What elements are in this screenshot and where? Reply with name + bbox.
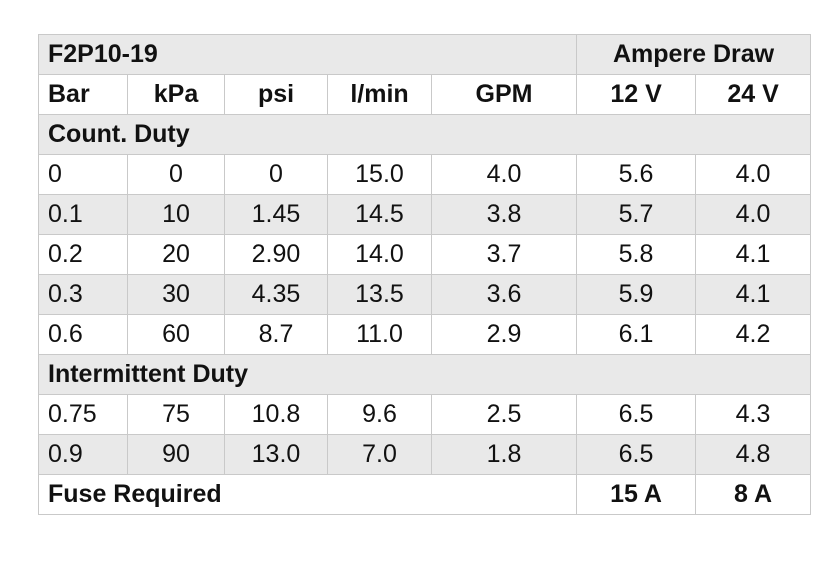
section-header-row: Intermittent Duty — [37, 354, 812, 395]
table-cell: 0 — [127, 154, 225, 195]
table-row: 0.1 10 1.45 14.5 3.8 5.7 4.0 — [38, 194, 812, 235]
table-cell: 90 — [127, 434, 225, 475]
table-cell: 10 — [127, 194, 225, 235]
table-cell: 0 — [38, 154, 128, 195]
table-cell: 4.35 — [224, 274, 328, 315]
fuse-required-label: Fuse Required — [37, 474, 578, 515]
table-cell: 14.0 — [327, 234, 432, 275]
table-cell: 1.8 — [430, 434, 578, 475]
table-cell: 0.9 — [38, 434, 128, 475]
section-label-intermittent-duty: Intermittent Duty — [37, 354, 812, 395]
table-cell: 4.1 — [695, 234, 812, 275]
table-row: 0.2 20 2.90 14.0 3.7 5.8 4.1 — [38, 234, 812, 275]
table-cell: 2.5 — [430, 394, 578, 435]
model-title: F2P10-19 — [37, 34, 578, 75]
table-cell: 0.6 — [38, 314, 128, 355]
table-cell: 3.7 — [430, 234, 578, 275]
table-cell: 2.9 — [430, 314, 578, 355]
table-row: 0.6 60 8.7 11.0 2.9 6.1 4.2 — [38, 314, 812, 355]
table-cell: 11.0 — [327, 314, 432, 355]
col-header-24v: 24 V — [695, 74, 812, 115]
table-cell: 10.8 — [224, 394, 328, 435]
table-cell: 4.2 — [695, 314, 812, 355]
section-label-count-duty: Count. Duty — [37, 114, 812, 155]
table-cell: 4.0 — [430, 154, 578, 195]
table-cell: 4.0 — [695, 154, 812, 195]
table-cell: 6.5 — [576, 394, 697, 435]
table-cell: 13.0 — [224, 434, 328, 475]
table-cell: 6.5 — [576, 434, 697, 475]
col-header-gpm: GPM — [430, 74, 578, 115]
ampere-draw-header: Ampere Draw — [576, 34, 812, 75]
section-header-row: Count. Duty — [37, 114, 812, 155]
table-cell: 4.3 — [695, 394, 812, 435]
col-header-kpa: kPa — [127, 74, 225, 115]
table-cell: 5.9 — [576, 274, 697, 315]
col-header-psi: psi — [224, 74, 328, 115]
table-cell: 7.0 — [327, 434, 432, 475]
table-cell: 3.6 — [430, 274, 578, 315]
table-cell: 0.1 — [38, 194, 128, 235]
table-row: 0.3 30 4.35 13.5 3.6 5.9 4.1 — [38, 274, 812, 315]
col-header-lmin: l/min — [327, 74, 432, 115]
table-row: 0.9 90 13.0 7.0 1.8 6.5 4.8 — [38, 434, 812, 475]
table-cell: 75 — [127, 394, 225, 435]
table-cell: 6.1 — [576, 314, 697, 355]
table-cell: 5.8 — [576, 234, 697, 275]
table-cell: 14.5 — [327, 194, 432, 235]
table-cell: 20 — [127, 234, 225, 275]
table-header-row: Bar kPa psi l/min GPM 12 V 24 V — [38, 74, 812, 115]
col-header-bar: Bar — [38, 74, 128, 115]
table-cell: 1.45 — [224, 194, 328, 235]
fuse-12v-value: 15 A — [576, 474, 697, 515]
table-row: 0.75 75 10.8 9.6 2.5 6.5 4.3 — [38, 394, 812, 435]
table-cell: 0.3 — [38, 274, 128, 315]
table-cell: 5.6 — [576, 154, 697, 195]
table-cell: 5.7 — [576, 194, 697, 235]
table-cell: 0.75 — [38, 394, 128, 435]
table-row: F2P10-19 Ampere Draw — [37, 34, 812, 75]
table-cell: 9.6 — [327, 394, 432, 435]
table-cell: 3.8 — [430, 194, 578, 235]
table-cell: 4.0 — [695, 194, 812, 235]
pump-spec-table: F2P10-19 Ampere Draw Bar kPa psi l/min G… — [37, 34, 812, 515]
table-cell: 0 — [224, 154, 328, 195]
col-header-12v: 12 V — [576, 74, 697, 115]
table-cell: 4.8 — [695, 434, 812, 475]
footer-row: Fuse Required 15 A 8 A — [37, 474, 812, 515]
table-cell: 30 — [127, 274, 225, 315]
table-cell: 0.2 — [38, 234, 128, 275]
table-cell: 4.1 — [695, 274, 812, 315]
table-cell: 60 — [127, 314, 225, 355]
table-row: 0 0 0 15.0 4.0 5.6 4.0 — [38, 154, 812, 195]
fuse-24v-value: 8 A — [695, 474, 812, 515]
table-cell: 2.90 — [224, 234, 328, 275]
table-cell: 8.7 — [224, 314, 328, 355]
table-cell: 15.0 — [327, 154, 432, 195]
table-cell: 13.5 — [327, 274, 432, 315]
